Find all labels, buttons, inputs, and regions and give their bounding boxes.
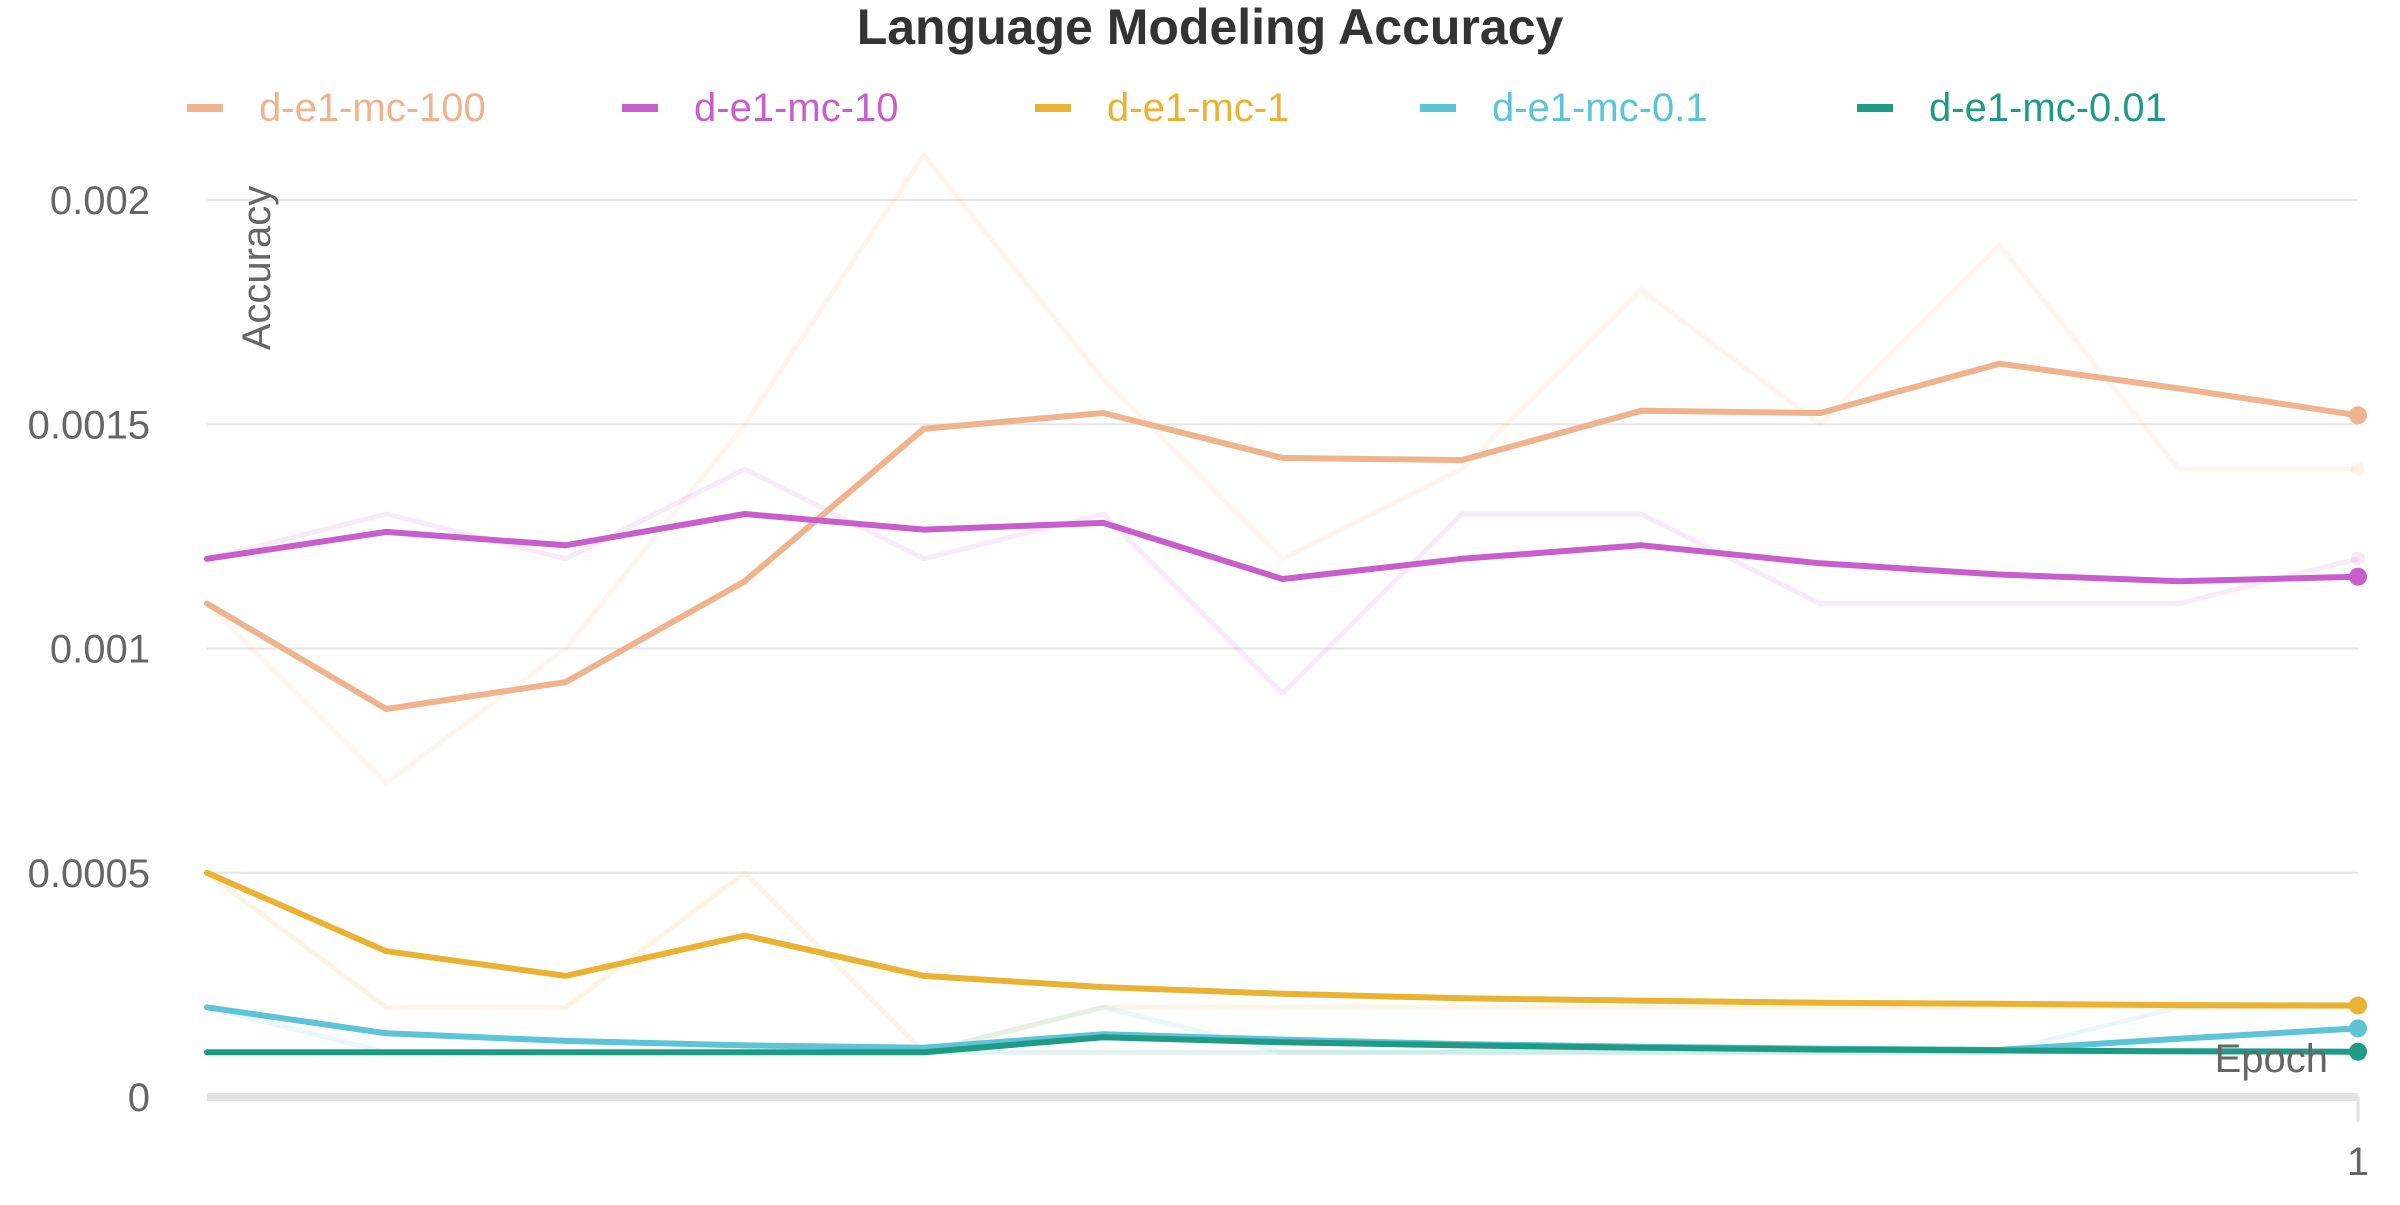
- series-line-d-e1-mc-100[interactable]: [204, 360, 2361, 712]
- y-tick-label: 0.001: [50, 628, 150, 672]
- x-axis-label: Epoch: [2215, 1037, 2328, 1081]
- legend-label: d-e1-mc-0.1: [1492, 86, 1708, 130]
- series-layer: [204, 360, 2361, 1056]
- raw-series-layer: [205, 152, 2359, 1055]
- series-line-d-e1-mc-10[interactable]: [204, 511, 2361, 585]
- chart-title: Language Modeling Accuracy: [857, 0, 1564, 55]
- raw-endpoint-d-e1-mc-10: [2351, 551, 2365, 566]
- x-tick-label: 1: [2347, 1140, 2369, 1184]
- endpoint-marker-layer: [2349, 406, 2367, 1061]
- series-line-d-e1-mc-0.01[interactable]: [204, 1034, 2361, 1056]
- y-tick-label: 0.002: [50, 179, 150, 223]
- series-endpoint-d-e1-mc-0.1[interactable]: [2349, 1019, 2367, 1038]
- raw-series-line-d-e1-mc-100: [205, 152, 2358, 786]
- legend: d-e1-mc-100 d-e1-mc-10 d-e1-mc-1 d-e1-mc-0.…: [187, 86, 2167, 130]
- series-endpoint-d-e1-mc-10[interactable]: [2349, 567, 2367, 586]
- raw-series-line-d-e1-mc-10: [206, 466, 2359, 696]
- raw-endpoint-d-e1-mc-100: [2351, 462, 2365, 477]
- raw-series-line-d-e1-mc-1: [205, 870, 2358, 1055]
- series-endpoint-d-e1-mc-100[interactable]: [2349, 406, 2367, 425]
- series-endpoint-d-e1-mc-0.01[interactable]: [2349, 1042, 2367, 1061]
- legend-label: d-e1-mc-100: [259, 86, 486, 130]
- y-axis-label: Accuracy: [235, 186, 279, 351]
- legend-label: d-e1-mc-1: [1107, 86, 1289, 130]
- legend-label: d-e1-mc-0.01: [1929, 86, 2167, 130]
- grid-layer: [207, 199, 2358, 874]
- axis-layer: 0 0.0005 0.001 0.0015 0.002 1: [28, 179, 2369, 1184]
- legend-item[interactable]: d-e1-mc-1: [1035, 86, 1289, 130]
- y-tick-label: 0: [128, 1076, 150, 1120]
- legend-label: d-e1-mc-10: [694, 86, 899, 130]
- legend-item[interactable]: d-e1-mc-100: [187, 86, 486, 130]
- series-line-d-e1-mc-1[interactable]: [204, 869, 2361, 1009]
- legend-item[interactable]: d-e1-mc-10: [622, 86, 899, 130]
- y-tick-label: 0.0005: [28, 852, 150, 896]
- series-endpoint-d-e1-mc-1[interactable]: [2349, 996, 2367, 1015]
- legend-item[interactable]: d-e1-mc-0.01: [1857, 86, 2167, 130]
- legend-item[interactable]: d-e1-mc-0.1: [1420, 86, 1708, 130]
- y-tick-label: 0.0015: [28, 403, 150, 447]
